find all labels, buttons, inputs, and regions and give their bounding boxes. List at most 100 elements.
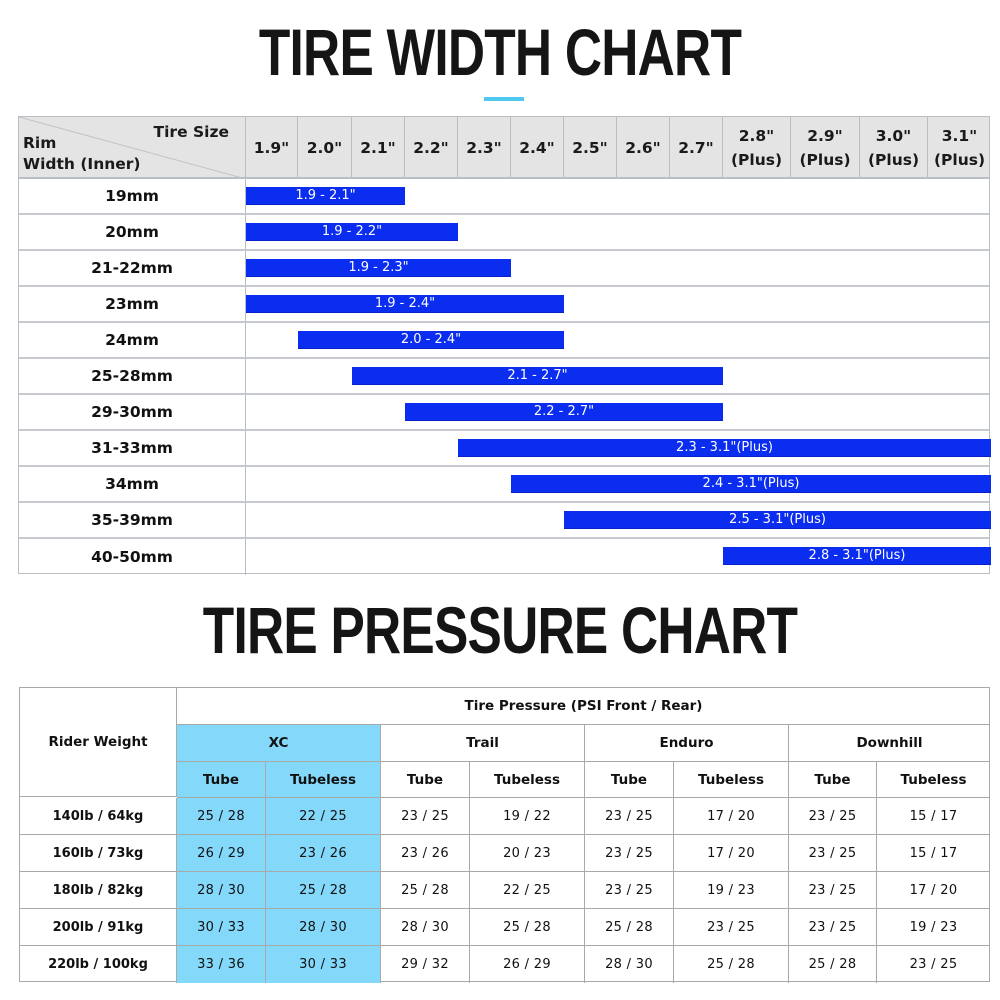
psi-value-cell: 23 / 25 [674, 909, 789, 946]
rim-width-label: 40-50mm [19, 539, 246, 575]
rim-width-label: 19mm [19, 179, 246, 213]
tire-size-column-header: 1.9" [246, 117, 298, 179]
rim-label-line1: Rim [23, 134, 57, 152]
tire-pressure-table: Rider Weight Tire Pressure (PSI Front / … [19, 687, 990, 983]
psi-value-cell: 23 / 25 [585, 835, 674, 872]
compatible-range-bar: 1.9 - 2.2" [246, 223, 458, 241]
psi-value-cell: 25 / 28 [789, 946, 877, 983]
rim-width-axis-label: Rim Width (Inner) [23, 133, 141, 175]
width-chart-row: 40-50mm 2.8 - 3.1"(Plus) [19, 539, 991, 575]
tire-size-column-header: 2.9" (Plus) [791, 117, 860, 179]
psi-value-cell: 15 / 17 [877, 835, 990, 872]
tire-size-column-header: 2.5" [564, 117, 617, 179]
tube-type-header: Tubeless [877, 762, 990, 798]
psi-value-cell: 25 / 28 [177, 798, 266, 835]
rider-weight-cell: 200lb / 91kg [20, 909, 177, 946]
rider-weight-header: Rider Weight [20, 688, 177, 797]
width-chart-row: 20mm 1.9 - 2.2" [19, 215, 989, 251]
tire-size-column-header: 3.1" (Plus) [933, 127, 986, 169]
psi-value-cell: 25 / 28 [266, 872, 381, 909]
psi-value-cell: 23 / 25 [789, 909, 877, 946]
width-chart-row: 24mm 2.0 - 2.4" [19, 323, 989, 359]
tire-size-column-header: 2.6" [617, 117, 670, 179]
compatible-range-bar: 2.5 - 3.1"(Plus) [564, 511, 991, 529]
compatible-range-bar: 2.8 - 3.1"(Plus) [723, 547, 991, 565]
riding-style-group-header: Enduro [585, 725, 789, 762]
riding-style-group-header: Downhill [789, 725, 990, 762]
rim-width-label: 25-28mm [19, 359, 246, 393]
compatible-range-bar: 2.1 - 2.7" [352, 367, 723, 385]
tube-type-header: Tubeless [674, 762, 789, 798]
width-chart-row: 25-28mm 2.1 - 2.7" [19, 359, 989, 395]
psi-value-cell: 28 / 30 [381, 909, 470, 946]
width-chart-row: 19mm 1.9 - 2.1" [19, 179, 989, 215]
psi-value-cell: 29 / 32 [381, 946, 470, 983]
rim-label-line2: Width (Inner) [23, 155, 141, 173]
width-chart-row: 21-22mm 1.9 - 2.3" [19, 251, 989, 287]
rider-weight-cell: 140lb / 64kg [20, 798, 177, 835]
riding-style-group-header: XC [177, 725, 381, 762]
psi-value-cell: 17 / 20 [674, 835, 789, 872]
tire-size-axis-label: Tire Size [153, 123, 229, 141]
psi-value-cell: 20 / 23 [470, 835, 585, 872]
tube-type-header: Tube [381, 762, 470, 798]
tube-type-header: Tube [585, 762, 674, 798]
psi-value-cell: 23 / 26 [381, 835, 470, 872]
rim-width-label: 34mm [19, 467, 246, 501]
riding-style-group-header: Trail [381, 725, 585, 762]
psi-value-cell: 22 / 25 [470, 872, 585, 909]
psi-value-cell: 25 / 28 [674, 946, 789, 983]
title-accent-divider [484, 97, 524, 101]
compatible-range-bar: 1.9 - 2.1" [246, 187, 405, 205]
tube-type-header: Tubeless [266, 762, 381, 798]
rim-width-label: 21-22mm [19, 251, 246, 285]
rim-width-label: 24mm [19, 323, 246, 357]
width-chart-row: 29-30mm 2.2 - 2.7" [19, 395, 989, 431]
header-corner-cell: Tire Size Rim Width (Inner) [19, 117, 246, 179]
compatible-range-bar: 2.0 - 2.4" [298, 331, 564, 349]
psi-value-cell: 23 / 25 [381, 798, 470, 835]
psi-value-cell: 19 / 23 [674, 872, 789, 909]
tire-width-chart: Tire Size Rim Width (Inner) 1.9" 2.0" 2.1"… [18, 116, 991, 575]
width-chart-row: 23mm 1.9 - 2.4" [19, 287, 989, 323]
tire-size-column-header: 2.2" [405, 117, 458, 179]
tube-type-header: Tube [177, 762, 266, 798]
compatible-range-bar: 2.3 - 3.1"(Plus) [458, 439, 991, 457]
psi-value-cell: 26 / 29 [177, 835, 266, 872]
tire-size-column-header: 3.0" (Plus) [860, 117, 928, 179]
psi-value-cell: 23 / 25 [585, 798, 674, 835]
width-chart-title: TIRE WIDTH CHART [258, 15, 742, 89]
compatible-range-bar: 2.2 - 2.7" [405, 403, 723, 421]
rim-width-label: 20mm [19, 215, 246, 249]
psi-value-cell: 17 / 20 [877, 872, 990, 909]
psi-value-cell: 25 / 28 [381, 872, 470, 909]
psi-value-cell: 28 / 30 [177, 872, 266, 909]
width-chart-header: Tire Size Rim Width (Inner) 1.9" 2.0" 2.1"… [19, 117, 989, 179]
psi-value-cell: 23 / 25 [789, 835, 877, 872]
rim-width-label: 23mm [19, 287, 246, 321]
pressure-chart-title: TIRE PRESSURE CHART [202, 593, 798, 667]
psi-value-cell: 17 / 20 [674, 798, 789, 835]
compatible-range-bar: 1.9 - 2.4" [246, 295, 564, 313]
rider-weight-cell: 160lb / 73kg [20, 835, 177, 872]
psi-value-cell: 23 / 26 [266, 835, 381, 872]
rim-width-label: 35-39mm [19, 503, 246, 537]
tire-size-column-header: 2.0" [298, 117, 352, 179]
psi-value-cell: 15 / 17 [877, 798, 990, 835]
psi-value-cell: 25 / 28 [470, 909, 585, 946]
psi-value-cell: 23 / 25 [909, 957, 958, 972]
tube-type-header: Tubeless [470, 762, 585, 798]
psi-value-cell: 19 / 23 [877, 909, 990, 946]
rider-weight-cell: 180lb / 82kg [20, 872, 177, 909]
rim-width-label: 31-33mm [19, 431, 246, 465]
psi-value-cell: 26 / 29 [470, 946, 585, 983]
tube-type-header: Tube [789, 762, 877, 798]
psi-value-cell: 28 / 30 [585, 946, 674, 983]
tire-size-column-header: 2.4" [511, 117, 564, 179]
width-chart-row: 34mm 2.4 - 3.1"(Plus) [19, 467, 991, 503]
width-chart-row: 35-39mm 2.5 - 3.1"(Plus) [19, 503, 991, 539]
rim-width-label: 29-30mm [19, 395, 246, 429]
tire-size-column-header: 2.1" [352, 117, 405, 179]
psi-value-cell: 19 / 22 [470, 798, 585, 835]
compatible-range-bar: 2.4 - 3.1"(Plus) [511, 475, 991, 493]
